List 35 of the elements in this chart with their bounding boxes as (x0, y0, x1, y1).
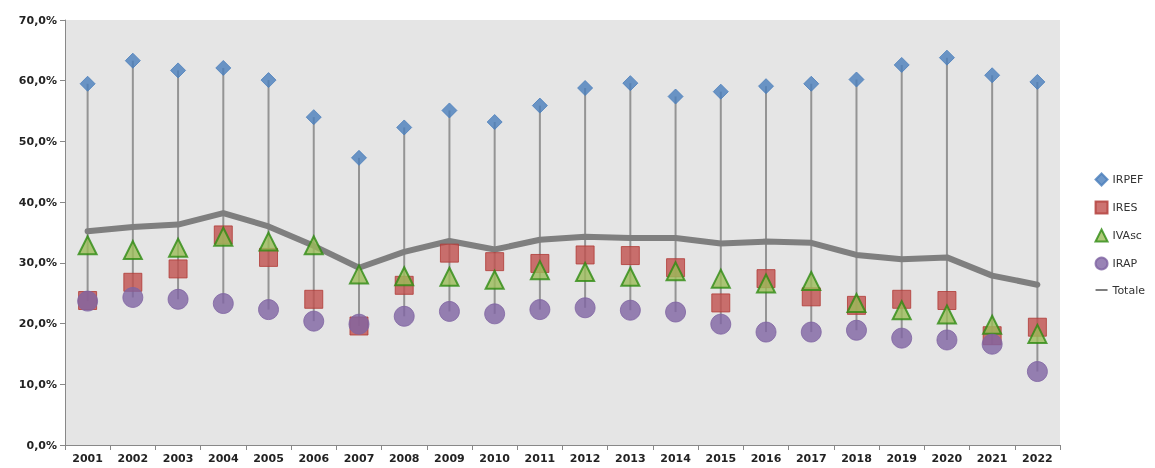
x-tick-label: 2019 (886, 452, 918, 465)
y-tick-label: 0,0% (26, 438, 57, 452)
y-tick-label: 10,0% (18, 377, 57, 391)
y-tick-label: 50,0% (18, 134, 57, 148)
legend-label: IVAsc (1112, 229, 1142, 242)
x-tick-label: 2010 (479, 452, 511, 465)
x-tick-label: 2006 (298, 452, 330, 465)
x-tick-label: 2017 (795, 452, 827, 465)
legend-label: IRES (1112, 201, 1138, 214)
x-tick-label: 2007 (343, 452, 375, 465)
x-tick-label: 2003 (162, 452, 194, 465)
x-tick-label: 2001 (72, 452, 103, 465)
x-tick-label: 2016 (750, 452, 782, 465)
x-tick-label: 2005 (253, 452, 284, 465)
x-tick-label: 2020 (931, 452, 963, 465)
legend-label: IRPEF (1112, 173, 1144, 186)
x-tick-label: 2009 (434, 452, 465, 465)
y-tick-label: 70,0% (18, 13, 57, 27)
x-tick-label: 2015 (705, 452, 737, 465)
x-tick-label: 2018 (841, 452, 872, 465)
y-tick-label: 30,0% (18, 256, 57, 270)
x-tick-label: 2012 (569, 452, 601, 465)
x-tick-label: 2022 (1022, 452, 1053, 465)
x-tick-label: 2014 (660, 452, 692, 465)
x-tick-label: 2008 (388, 452, 420, 465)
y-tick-label: 60,0% (18, 74, 57, 88)
x-tick-label: 2011 (524, 452, 556, 465)
x-tick-label: 2002 (117, 452, 149, 465)
x-tick-label: 2013 (615, 452, 646, 465)
x-tick-label: 2004 (207, 452, 239, 465)
y-tick-label: 40,0% (18, 195, 57, 209)
y-tick-label: 20,0% (18, 317, 57, 331)
legend-label: Totale (1111, 283, 1146, 297)
legend-label: IRAP (1112, 257, 1138, 270)
x-tick-label: 2021 (976, 452, 1008, 465)
